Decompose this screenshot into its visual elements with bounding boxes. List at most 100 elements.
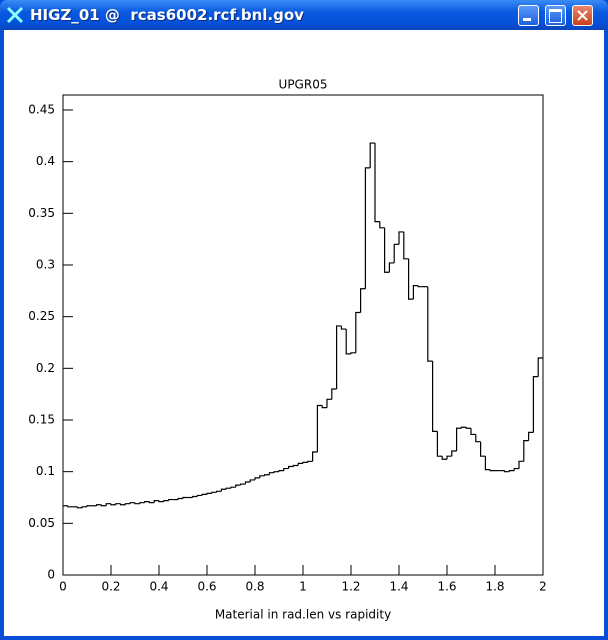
histogram-bin — [220, 488, 227, 492]
histogram-bin — [115, 503, 121, 505]
maximize-button[interactable] — [545, 5, 566, 26]
histogram-bin — [196, 494, 203, 497]
histogram-bin — [360, 288, 366, 313]
histogram-bin — [153, 499, 159, 503]
x-tick-label: 1.4 — [389, 580, 408, 594]
y-tick-label: 0 — [47, 568, 55, 582]
histogram-bin — [292, 464, 299, 467]
histogram-bin — [331, 388, 337, 400]
close-icon — [577, 10, 588, 21]
chart-title: UPGR05 — [279, 78, 328, 92]
app-icon — [6, 6, 24, 24]
histogram-bin — [86, 505, 92, 507]
histogram-bin — [192, 495, 198, 498]
histogram-bin — [254, 477, 260, 480]
histogram-bin — [148, 501, 155, 504]
histogram-bin — [432, 361, 438, 432]
y-tick-label: 0.3 — [36, 257, 55, 271]
histogram-bin — [460, 426, 467, 429]
histogram-bin — [532, 375, 539, 433]
histogram-bin — [268, 472, 275, 475]
histogram-bin — [537, 357, 543, 377]
histogram-bin — [345, 329, 351, 355]
histogram-bin — [177, 497, 183, 500]
x-tick-label: 0.4 — [149, 580, 168, 594]
x-tick-label: 1.6 — [437, 580, 456, 594]
histogram-bin — [489, 469, 495, 472]
y-tick-label: 0.25 — [28, 309, 55, 323]
histogram-bin — [225, 487, 231, 490]
x-tick-label: 0.8 — [245, 580, 264, 594]
title-bar: HIGZ_01 @ rcas6002.rcf.bnl.gov — [0, 0, 608, 30]
histogram-bin — [403, 231, 409, 260]
histogram-bin — [388, 262, 395, 273]
histogram-bin — [307, 460, 313, 463]
histogram-bin — [302, 461, 308, 464]
histogram-bin — [475, 434, 481, 443]
histogram-bin — [427, 286, 433, 362]
histogram-bin — [240, 483, 246, 486]
histogram-bin — [264, 474, 270, 476]
y-tick-label: 0.35 — [28, 206, 55, 220]
histogram-bin — [144, 501, 150, 503]
histogram-bin — [316, 404, 323, 453]
histogram-bin — [129, 502, 135, 504]
histogram-bin — [100, 504, 107, 507]
y-tick-label: 0.1 — [36, 464, 55, 478]
x-tick-label: 0 — [59, 580, 67, 594]
histogram-bin — [408, 258, 414, 300]
y-tick-label: 0.15 — [28, 412, 55, 426]
histogram-bin — [369, 142, 375, 168]
close-button[interactable] — [572, 5, 593, 26]
histogram-bin — [456, 427, 462, 451]
histogram-bin — [105, 503, 111, 506]
histogram-bin — [374, 143, 380, 223]
histogram-bin — [81, 506, 87, 508]
histogram-bin — [393, 243, 399, 263]
histogram-bin — [379, 221, 385, 229]
histogram-bin — [513, 467, 519, 471]
chart: UPGR05 Material in rad.len vs rapidity 0… — [4, 30, 604, 636]
histogram-bin — [96, 504, 102, 506]
histogram-bin — [211, 491, 217, 494]
histogram-bin — [417, 285, 423, 288]
histogram-bin — [206, 492, 212, 495]
histogram-bin — [398, 231, 404, 245]
histogram-bin — [158, 500, 164, 503]
histogram-bin — [355, 311, 361, 353]
histogram-bin — [470, 428, 476, 436]
histogram-bin — [508, 470, 515, 472]
histogram-bin — [134, 502, 140, 505]
histogram-bin — [412, 285, 419, 300]
x-tick-label: 2 — [539, 580, 547, 594]
histogram-bin — [336, 325, 342, 389]
histogram-bin — [364, 167, 371, 289]
histogram-bin — [384, 227, 390, 273]
histogram-bin — [76, 506, 83, 509]
histogram-bin — [326, 398, 332, 408]
histogram-bin — [321, 405, 327, 409]
y-tick-label: 0.4 — [36, 154, 55, 168]
minimize-button[interactable] — [518, 5, 539, 26]
histogram-bin — [259, 475, 265, 478]
histogram-bin — [163, 499, 169, 502]
histogram-bin — [350, 352, 356, 354]
histogram-bin — [288, 465, 294, 469]
window-title: HIGZ_01 @ rcas6002.rcf.bnl.gov — [30, 6, 304, 24]
histogram-bin — [340, 325, 347, 330]
x-tick-label: 1 — [299, 580, 307, 594]
histogram-bin — [278, 470, 284, 472]
histogram-bin — [273, 471, 279, 473]
y-tick-label: 0.45 — [28, 102, 55, 116]
histogram-bin — [124, 503, 131, 505]
histogram-bin — [446, 455, 452, 460]
histogram-bin — [244, 481, 251, 485]
y-tick-label: 0.2 — [36, 361, 55, 375]
y-tick-label: 0.05 — [28, 516, 55, 530]
histogram-bin — [201, 493, 207, 496]
histogram-bin — [451, 450, 457, 457]
x-axis-label: Material in rad.len vs rapidity — [215, 608, 391, 622]
histogram-bin — [480, 441, 486, 457]
histogram-bin — [297, 462, 303, 466]
